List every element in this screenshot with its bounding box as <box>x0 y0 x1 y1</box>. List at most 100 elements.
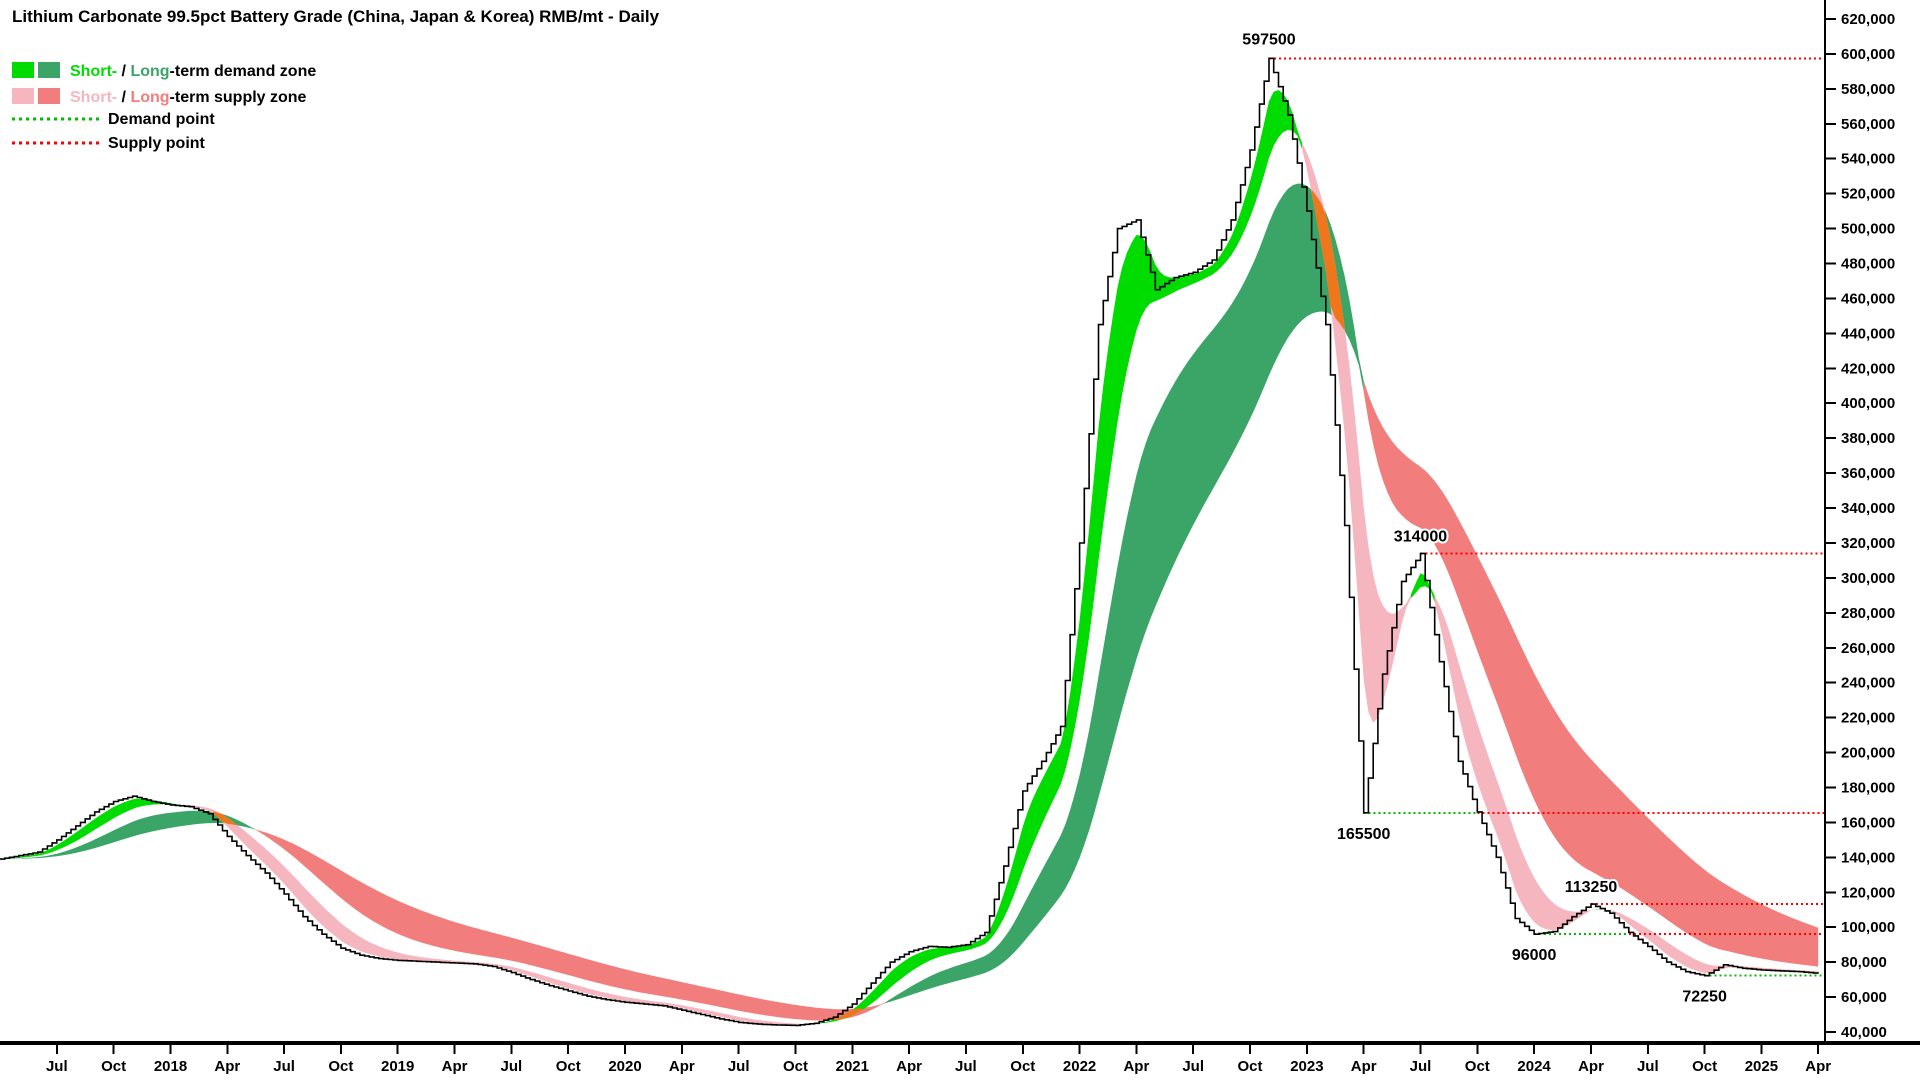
short-term-demand-zone <box>1411 573 1435 603</box>
legend-label-supply-point: Supply point <box>108 135 206 152</box>
y-axis-label: 580,000 <box>1841 81 1895 98</box>
transition-zone <box>1311 189 1345 331</box>
x-axis-label: Jul <box>1182 1058 1204 1075</box>
legend-swatch-long-demand <box>38 62 60 78</box>
x-axis-label: Jul <box>955 1058 977 1075</box>
y-axis-label: 380,000 <box>1841 430 1895 447</box>
x-axis-label: Apr <box>1805 1058 1831 1075</box>
x-axis-label: Apr <box>442 1058 468 1075</box>
x-axis-label: 2023 <box>1290 1058 1323 1075</box>
price-annotation: 597500 <box>1242 31 1295 48</box>
price-path <box>0 57 1819 1027</box>
x-axis: Jul Oct 2018 Apr Jul Oct 2019 Apr Jul Oct 2020 Apr J… <box>0 1041 1920 1075</box>
transition-zone <box>833 1008 862 1021</box>
x-axis-label: Oct <box>1237 1058 1262 1075</box>
x-axis-label: Oct <box>328 1058 353 1075</box>
x-axis-label: Apr <box>669 1058 695 1075</box>
x-axis-label: Jul <box>1410 1058 1432 1075</box>
legend-label-supply-zone: Short- / Long-term supply zone <box>70 89 307 106</box>
x-axis-label: Apr <box>1123 1058 1149 1075</box>
x-axis-label: Jul <box>46 1058 68 1075</box>
x-axis-label: Oct <box>556 1058 581 1075</box>
price-annotation: 314000 <box>1394 528 1447 545</box>
y-axis-label: 500,000 <box>1841 221 1895 238</box>
y-axis: 620,000 600,000 580,000 560,000 540,000 520,0… <box>1824 0 1895 1045</box>
short-term-supply-zone <box>1434 595 1596 931</box>
x-axis-label: 2024 <box>1517 1058 1551 1075</box>
y-axis-label: 340,000 <box>1841 500 1895 517</box>
y-axis-label: 540,000 <box>1841 151 1895 168</box>
x-axis-label: Apr <box>1578 1058 1604 1075</box>
y-axis-label: 560,000 <box>1841 116 1895 133</box>
short-term-demand-zone <box>0 798 185 860</box>
y-axis-label: 420,000 <box>1841 360 1895 377</box>
x-axis-label: 2022 <box>1063 1058 1096 1075</box>
legend: Short- / Long-term demand zone Short- / … <box>12 62 316 152</box>
y-axis-label: 620,000 <box>1841 11 1895 28</box>
y-axis-label: 480,000 <box>1841 256 1895 273</box>
y-axis-label: 360,000 <box>1841 465 1895 482</box>
x-axis-label: Oct <box>1010 1058 1035 1075</box>
supply-demand-zone-bands <box>0 90 1819 1026</box>
y-axis-label: 160,000 <box>1841 814 1895 831</box>
x-axis-label: Apr <box>1351 1058 1377 1075</box>
y-axis-label: 600,000 <box>1841 46 1895 63</box>
y-axis-label: 440,000 <box>1841 325 1895 342</box>
supply-demand-point-lines <box>1269 57 1824 977</box>
x-axis-label: Oct <box>1692 1058 1717 1075</box>
y-axis-label: 120,000 <box>1841 884 1895 901</box>
x-axis-label: 2018 <box>154 1058 187 1075</box>
price-line-group <box>0 57 1819 1027</box>
price-annotation: 96000 <box>1512 947 1557 964</box>
y-axis-label: 100,000 <box>1841 919 1895 936</box>
y-axis-label: 460,000 <box>1841 290 1895 307</box>
y-axis-label: 140,000 <box>1841 849 1895 866</box>
y-axis-label: 220,000 <box>1841 710 1895 727</box>
short-term-demand-zone <box>819 90 1303 1024</box>
legend-label-demand-zone: Short- / Long-term demand zone <box>70 63 316 80</box>
x-axis-label: 2020 <box>608 1058 641 1075</box>
y-axis-label: 80,000 <box>1841 954 1887 971</box>
short-term-supply-zone <box>1609 910 1819 973</box>
y-axis-label: 260,000 <box>1841 640 1895 657</box>
y-axis-label: 60,000 <box>1841 989 1887 1006</box>
x-axis-label: Jul <box>273 1058 295 1075</box>
x-axis-label: 2021 <box>836 1058 869 1075</box>
y-axis-line <box>1824 0 1826 1045</box>
long-term-demand-zone <box>885 183 1364 1004</box>
y-axis-label: 200,000 <box>1841 745 1895 762</box>
x-axis-line <box>0 1041 1920 1045</box>
x-axis-label: Apr <box>214 1058 240 1075</box>
legend-swatch-long-supply <box>38 88 60 104</box>
x-axis-label: Oct <box>1465 1058 1490 1075</box>
price-annotations: 597500 314000 165500 113250 96000 72250 <box>1240 29 1729 1007</box>
x-axis-label: Jul <box>1637 1058 1659 1075</box>
price-annotation: 113250 <box>1565 879 1618 896</box>
y-axis-label: 280,000 <box>1841 605 1895 622</box>
x-axis-label: Jul <box>728 1058 750 1075</box>
x-axis-label: Apr <box>896 1058 922 1075</box>
long-term-demand-zone <box>0 810 256 860</box>
price-annotation: 165500 <box>1337 826 1390 843</box>
y-axis-label: 40,000 <box>1841 1024 1887 1041</box>
x-axis-label: 2019 <box>381 1058 414 1075</box>
y-axis-label: 240,000 <box>1841 675 1895 692</box>
transition-zone <box>213 811 237 826</box>
x-axis-label: Oct <box>783 1058 808 1075</box>
legend-label-demand-point: Demand point <box>108 111 215 128</box>
legend-swatch-short-supply <box>12 88 34 104</box>
y-axis-label: 300,000 <box>1841 570 1895 587</box>
y-axis-label: 320,000 <box>1841 535 1895 552</box>
long-term-supply-zone <box>255 829 886 1021</box>
x-axis-label: Oct <box>101 1058 126 1075</box>
y-axis-label: 520,000 <box>1841 186 1895 203</box>
price-annotation: 72250 <box>1682 989 1727 1006</box>
y-axis-label: 400,000 <box>1841 395 1895 412</box>
y-axis-label: 180,000 <box>1841 780 1895 797</box>
long-term-supply-zone <box>1363 380 1819 967</box>
x-axis-label: Jul <box>501 1058 523 1075</box>
x-axis-label: 2025 <box>1745 1058 1778 1075</box>
legend-swatch-short-demand <box>12 62 34 78</box>
